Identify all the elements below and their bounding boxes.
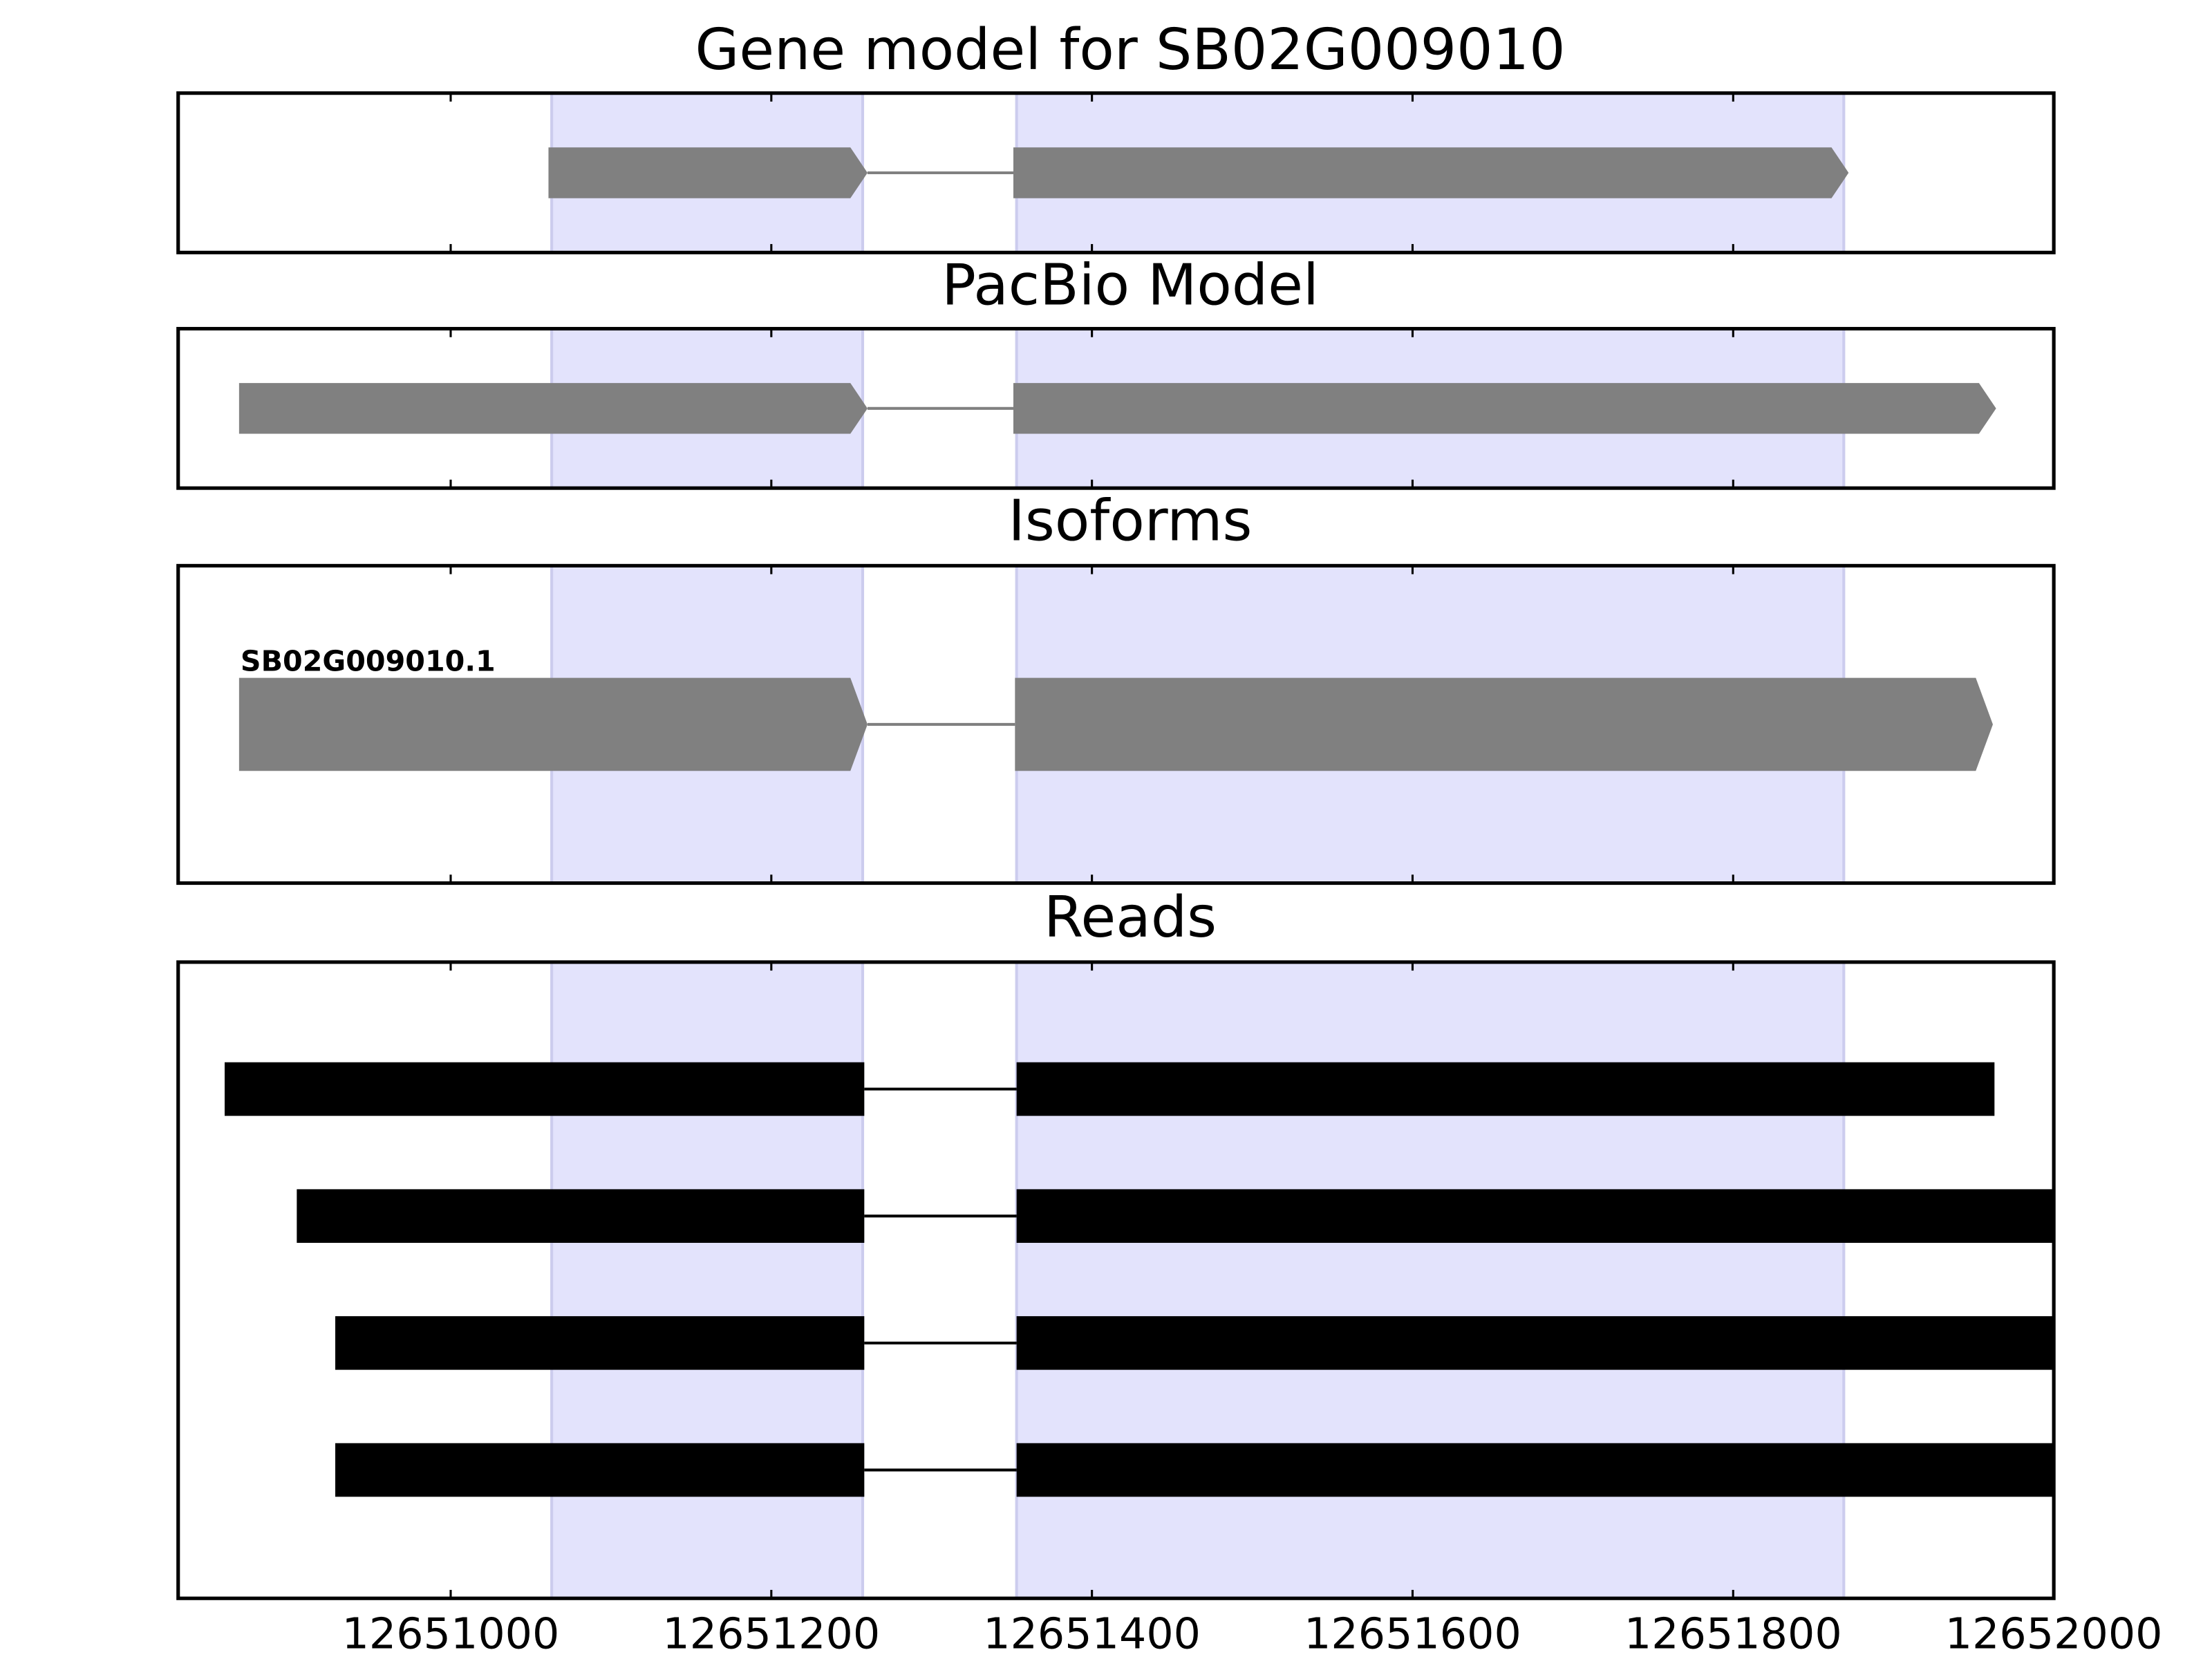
exon	[238, 677, 868, 771]
read-block	[1016, 1443, 2054, 1497]
panel-frame	[176, 91, 2056, 254]
read-block	[1016, 1062, 1995, 1116]
exon	[238, 383, 868, 434]
exon	[1015, 677, 1994, 771]
panel: PacBio Model	[176, 253, 2056, 490]
exon	[1013, 383, 1996, 434]
panel: Gene model for SB02G009010	[176, 17, 2056, 254]
panel: Isoforms SB02G009010.1	[176, 489, 2056, 885]
panel-title: Gene model for SB02G009010	[695, 17, 1566, 83]
x-tick-label: 12651400	[983, 1609, 1201, 1659]
exon	[1013, 147, 1849, 198]
x-tick-label: 12651200	[662, 1609, 880, 1659]
tracks	[224, 1062, 2054, 1497]
highlight-region	[550, 960, 865, 1600]
read-block	[297, 1189, 865, 1243]
exon	[548, 147, 868, 198]
x-tick-label: 12651600	[1304, 1609, 1521, 1659]
read-block	[335, 1443, 865, 1497]
feature-label: SB02G009010.1	[241, 645, 496, 678]
panel-frame	[176, 960, 2056, 1600]
read-block	[335, 1316, 865, 1370]
panel-title: PacBio Model	[941, 253, 1319, 319]
x-tick-label: 12651800	[1624, 1609, 1842, 1659]
highlight-region	[1015, 960, 1846, 1600]
panel: Reads 12651000 12651200 12651400 12651600 126…	[176, 885, 2163, 1659]
tracks	[238, 677, 1994, 771]
panel-title: Isoforms	[1009, 489, 1253, 554]
x-tick-label: 12652000	[1945, 1609, 2163, 1659]
tracks	[548, 147, 1849, 198]
panel-frame	[176, 326, 2056, 490]
x-tick-label: 12651000	[342, 1609, 560, 1659]
panel-title: Reads	[1044, 885, 1217, 950]
panel-frame	[176, 563, 2056, 885]
read-block	[1016, 1316, 2054, 1370]
tracks	[238, 383, 1996, 434]
read-block	[1016, 1189, 2054, 1243]
read-block	[224, 1062, 865, 1116]
